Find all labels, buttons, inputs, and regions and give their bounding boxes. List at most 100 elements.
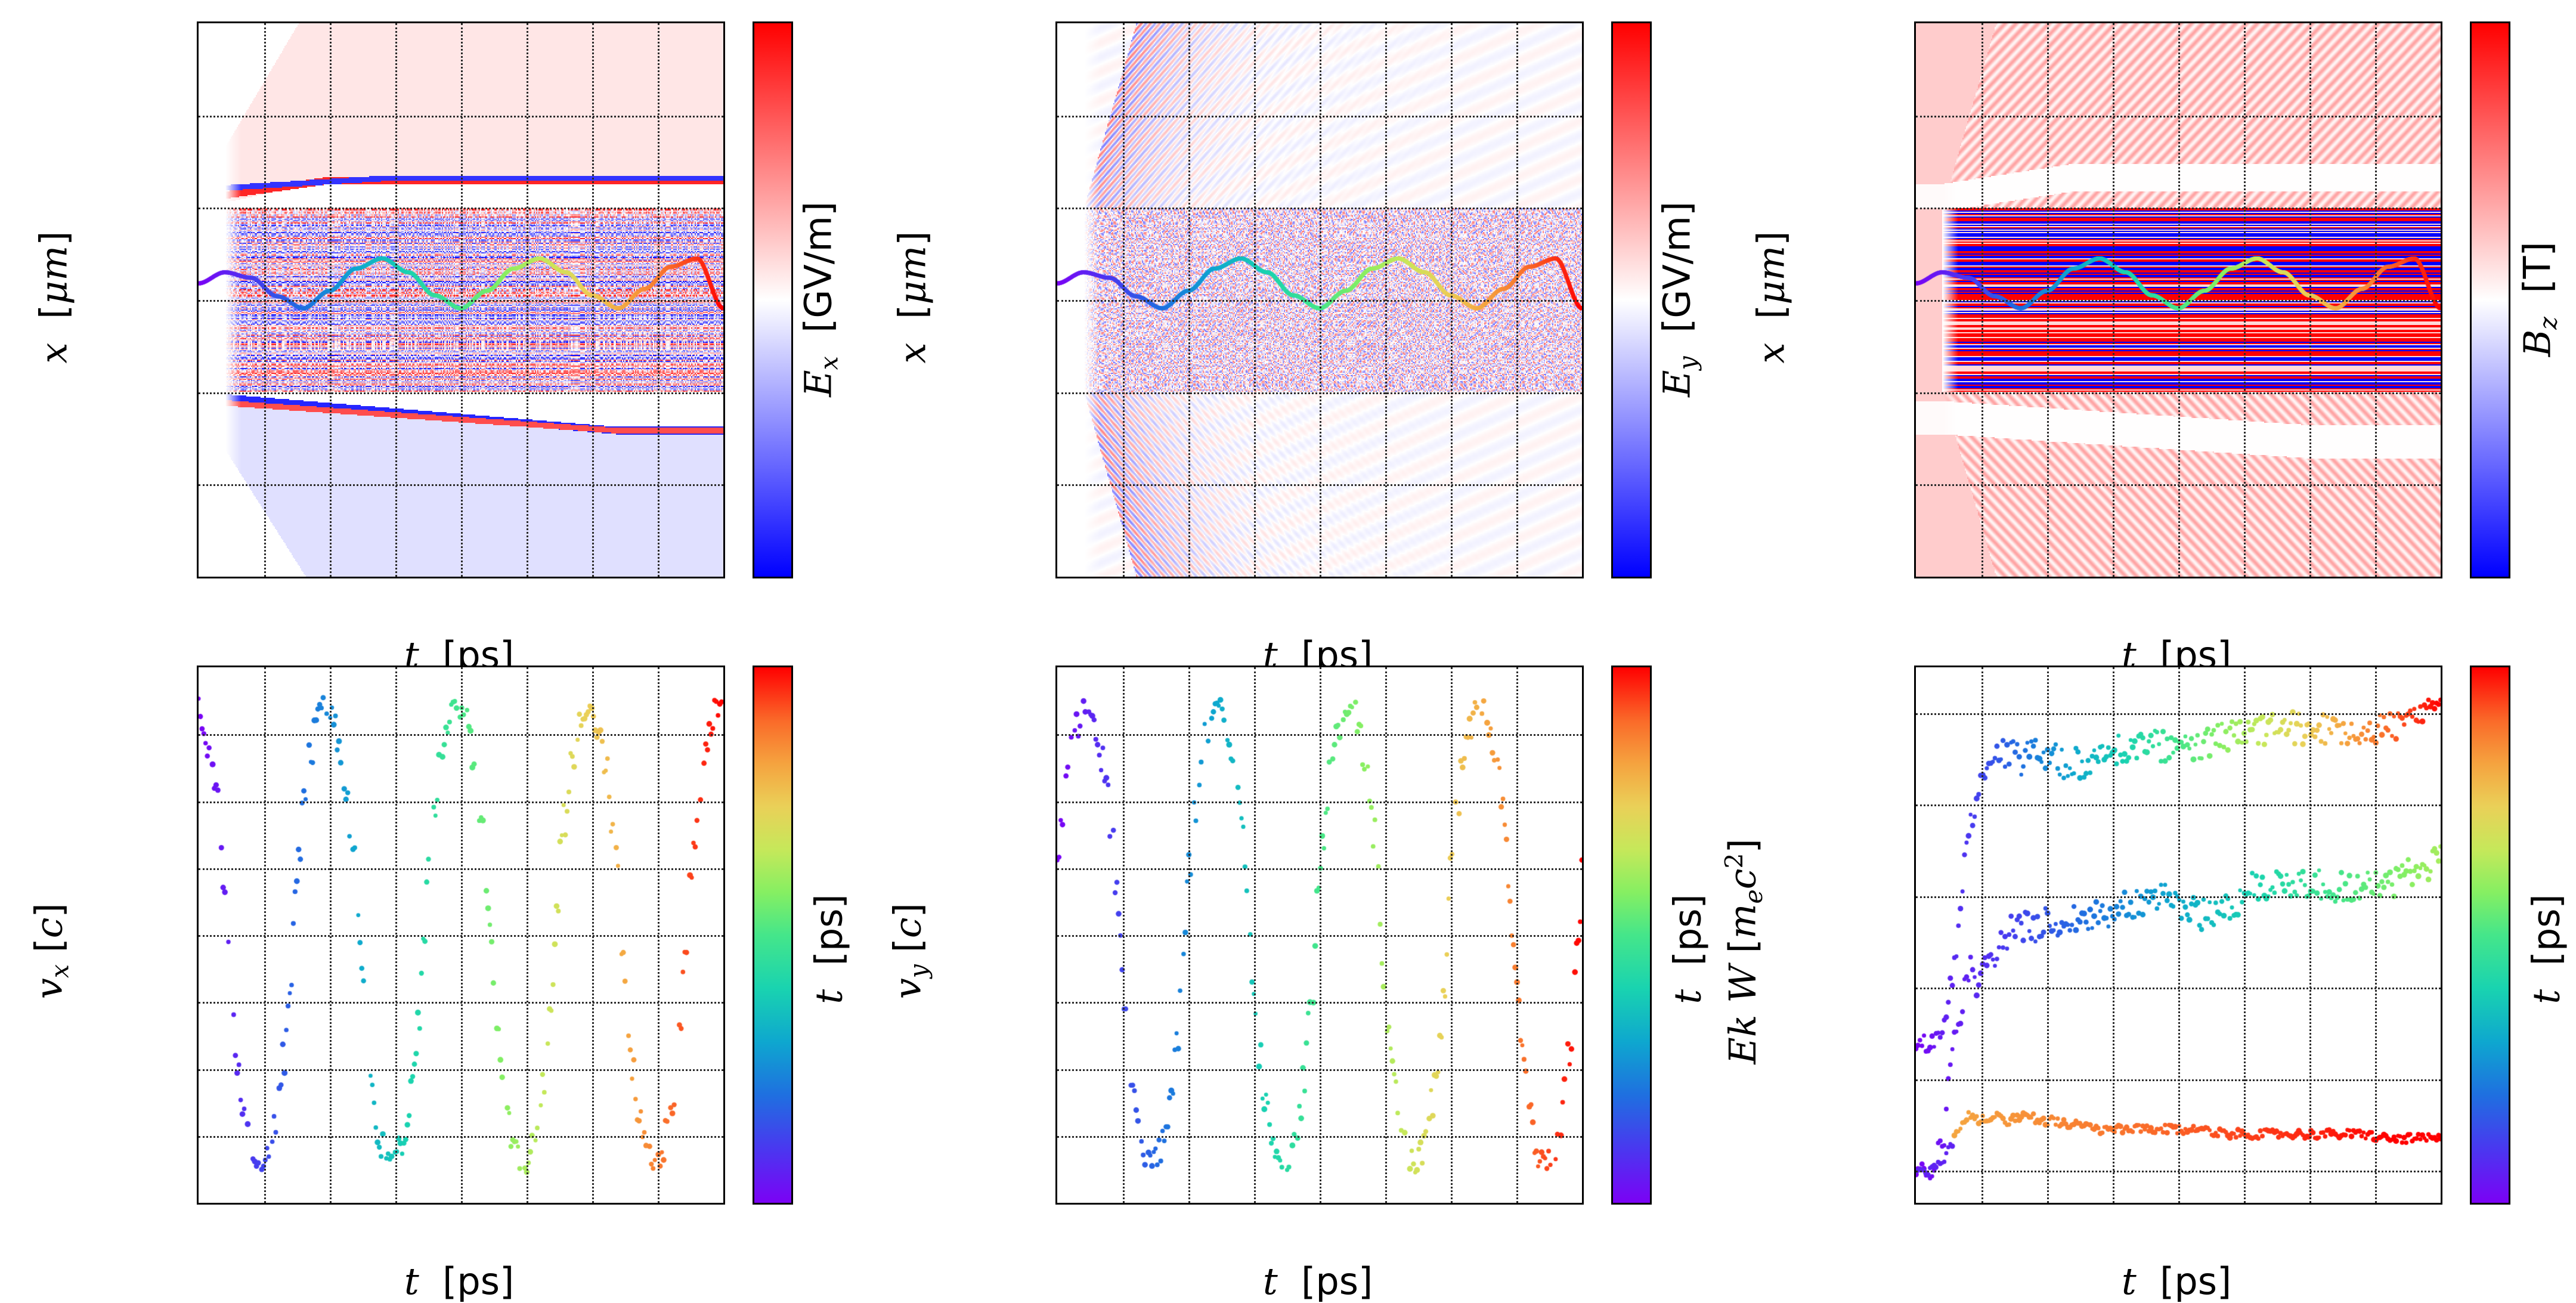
bz-ytick [1914, 116, 1916, 117]
ey-ytick [1055, 392, 1057, 394]
vx-xtick [658, 1203, 660, 1205]
yaxis-title-bz: x [μm] [1749, 231, 1793, 364]
ex-ytick [197, 300, 199, 302]
ex-xtick [395, 577, 397, 578]
vx-ytick [197, 1203, 199, 1205]
vx-ytick [197, 667, 199, 669]
ey-xtick [1385, 577, 1387, 578]
plot-area-ey[interactable]: 0.000.250.500.751.001.251.501.752.003002… [1055, 21, 1584, 578]
ey-ytick [1055, 577, 1057, 578]
ey-xtick [1451, 577, 1453, 578]
ek-ytick [1914, 1171, 1916, 1172]
vx-ytick [197, 734, 199, 736]
ek-xtick [2047, 1203, 2049, 1205]
vy-xtick [1057, 1203, 1059, 1205]
ex-ytick [197, 392, 199, 394]
ex-ytick [197, 116, 199, 117]
plot-area-ex[interactable]: 0.000.250.500.751.001.251.501.752.003002… [197, 21, 725, 578]
vy-xtick [1320, 1203, 1321, 1205]
colorbar-ex[interactable] [753, 21, 793, 578]
colorbar-title-ek: t [ps] [2524, 894, 2568, 1004]
ek-ytick [1914, 713, 1916, 715]
ey-ytick [1055, 484, 1057, 486]
bz-xtick [1981, 577, 1983, 578]
vx-xtick [461, 1203, 463, 1205]
ek-xtick [1981, 1203, 1983, 1205]
vy-xtick [1123, 1203, 1125, 1205]
plot-area-ek[interactable]: 0.000.250.500.751.001.251.501.752.001.00… [1914, 666, 2442, 1205]
vx-ytick [197, 1002, 199, 1004]
xaxis-title-ek: t [ps] [2121, 1259, 2232, 1303]
bz-ytick [1914, 484, 1916, 486]
ex-xtick [658, 577, 660, 578]
vx-ytick [197, 1069, 199, 1071]
ex-xtick [723, 577, 725, 578]
ey-ytick [1055, 116, 1057, 117]
colorbar-bz[interactable] [2470, 21, 2510, 578]
vy-ytick [1055, 1069, 1057, 1071]
ex-xtick [592, 577, 594, 578]
ey-xtick [1516, 577, 1518, 578]
colorbar-vy[interactable] [1611, 666, 1652, 1205]
plot-area-vy[interactable]: 0.000.250.500.751.001.251.501.752.001.00… [1055, 666, 1584, 1205]
vy-ytick [1055, 1136, 1057, 1138]
ek-xtick [2244, 1203, 2246, 1205]
ex-xtick [527, 577, 528, 578]
yaxis-title-ek: Ek W [mec2] [1720, 838, 1769, 1064]
ex-ytick [197, 577, 199, 578]
trajectory-overlay-ex [199, 23, 723, 577]
vy-ytick [1055, 868, 1057, 870]
scatter-vx [199, 667, 723, 1203]
plot-area-bz[interactable]: 0.000.250.500.751.001.251.501.752.003002… [1914, 21, 2442, 578]
yaxis-title-ex: x [μm] [32, 231, 76, 364]
scatter-vy [1057, 667, 1582, 1203]
ek-ytick [1914, 804, 1916, 806]
ek-xtick [2441, 1203, 2442, 1205]
vx-xtick [330, 1203, 332, 1205]
colorbar-title-vx: t [ps] [807, 894, 851, 1004]
colorbar-ek[interactable] [2470, 666, 2510, 1205]
bz-ytick [1914, 392, 1916, 394]
vy-xtick [1385, 1203, 1387, 1205]
vx-xtick [264, 1203, 266, 1205]
ex-xtick [461, 577, 463, 578]
vy-xtick [1254, 1203, 1256, 1205]
yaxis-title-vy: vy [c] [886, 903, 933, 999]
ek-xtick [2178, 1203, 2180, 1205]
vx-xtick [395, 1203, 397, 1205]
ey-ytick [1055, 300, 1057, 302]
vx-ytick [197, 868, 199, 870]
colorbar-title-bz: Bz [T] [2515, 242, 2563, 357]
vy-ytick [1055, 1203, 1057, 1205]
vx-xtick [199, 1203, 200, 1205]
ek-xtick [2375, 1203, 2377, 1205]
bz-xtick [2047, 577, 2049, 578]
plot-area-vx[interactable]: 0.000.250.500.751.001.251.501.752.001.00… [197, 666, 725, 1205]
vy-ytick [1055, 935, 1057, 937]
vy-ytick [1055, 1002, 1057, 1004]
vx-ytick [197, 1136, 199, 1138]
ey-xtick [1188, 577, 1190, 578]
bz-xtick [1916, 577, 1918, 578]
ex-xtick [330, 577, 332, 578]
bz-xtick [2244, 577, 2246, 578]
bz-ytick [1914, 23, 1916, 25]
bz-xtick [2309, 577, 2311, 578]
colorbar-ey[interactable] [1611, 21, 1652, 578]
colorbar-title-vy: t [ps] [1665, 894, 1710, 1004]
colorbar-vx[interactable] [753, 666, 793, 1205]
ey-xtick [1582, 577, 1584, 578]
ek-ytick [1914, 896, 1916, 898]
vy-xtick [1516, 1203, 1518, 1205]
yaxis-title-vx: vx [c] [27, 903, 75, 999]
ek-ytick [1914, 1079, 1916, 1081]
vy-xtick [1582, 1203, 1584, 1205]
ex-ytick [197, 208, 199, 209]
bz-ytick [1914, 208, 1916, 209]
ek-xtick [2309, 1203, 2311, 1205]
ey-xtick [1123, 577, 1125, 578]
ey-ytick [1055, 23, 1057, 25]
ey-xtick [1057, 577, 1059, 578]
colorbar-title-ex: Ex [GV/m] [796, 201, 844, 397]
trajectory-overlay-bz [1916, 23, 2441, 577]
